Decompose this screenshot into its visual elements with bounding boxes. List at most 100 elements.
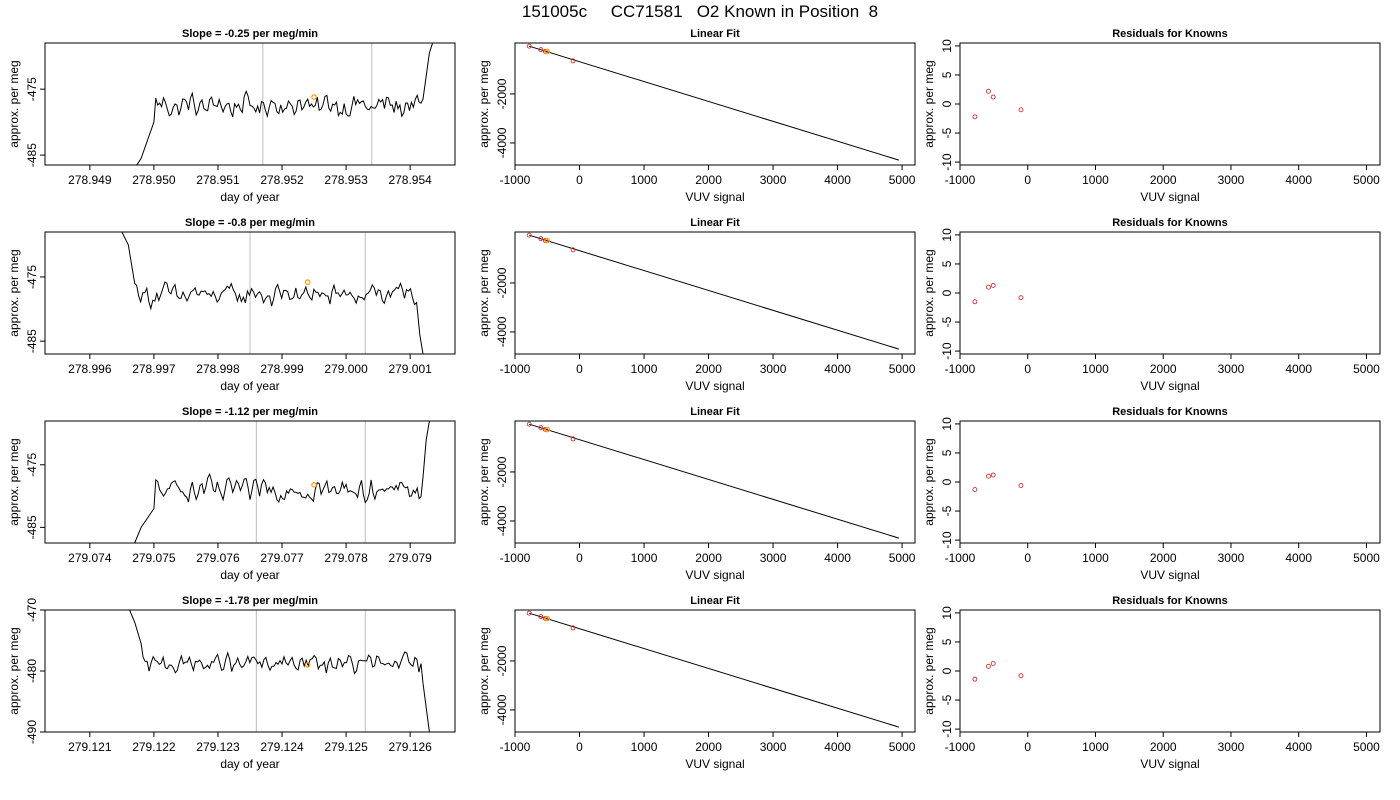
data-point [526,421,532,427]
x-tick-label: 279.124 [260,740,304,754]
y-tick-label: 0 [940,289,954,296]
y-axis-label: approx. per meg [7,249,21,336]
x-axis-label: VUV signal [1140,190,1199,204]
x-tick-label: 278.951 [196,173,240,187]
highlight-point [544,426,551,433]
panel-title: Residuals for Knowns [1112,406,1228,418]
y-tick-label: -10 [940,342,954,360]
x-tick-label: 1000 [1082,740,1109,754]
y-tick-label: -475 [25,77,39,101]
y-axis-label: approx. per meg [477,438,491,525]
highlight-point [544,615,551,622]
x-tick-label: 278.996 [68,362,112,376]
x-tick-label: 279.077 [260,551,304,565]
y-tick-label: -475 [25,452,39,476]
x-tick-label: 2000 [1150,740,1177,754]
highlight-point [311,94,317,100]
x-tick-label: 2000 [695,173,722,187]
x-axis-label: VUV signal [685,379,744,393]
data-point [986,473,991,479]
y-tick-label: 10 [940,606,954,620]
plot-area [526,610,900,728]
x-tick-label: -1000 [945,173,976,187]
data-point [986,88,991,94]
y-tick-label: -470 [25,598,39,622]
y-tick-label: 0 [940,100,954,107]
y-tick-label: -10 [940,531,954,549]
panel-3-row-4: Residuals for Knowns -1000 0 1000 2000 3000 40… [922,595,1381,771]
series-line [129,610,430,732]
x-tick-label: 4000 [824,362,851,376]
plot-frame [44,609,456,733]
data-point [526,43,532,49]
y-tick-label: 0 [940,478,954,485]
x-tick-label: 2000 [1150,362,1177,376]
y-tick-label: -10 [940,153,954,171]
x-tick-label: 2000 [1150,173,1177,187]
y-tick-label: -4000 [495,316,509,347]
y-tick-label: 5 [940,638,954,645]
y-tick-label: -4000 [495,694,509,725]
y-axis-label: approx. per meg [922,627,936,714]
y-tick-label: -5 [940,316,954,327]
data-point [538,614,544,620]
data-point [990,282,996,288]
y-axis-label: approx. per meg [477,627,491,714]
x-tick-label: 2000 [695,740,722,754]
y-tick-label: -4000 [495,127,509,158]
data-point [1018,107,1024,113]
x-tick-label: 3000 [760,173,787,187]
x-tick-label: 2000 [695,362,722,376]
panel-title: Slope = -0.8 per meg/min [185,217,315,229]
y-axis-label: approx. per meg [922,438,936,525]
plot-area [129,610,430,732]
x-tick-label: 278.997 [132,362,176,376]
x-tick-label: 3000 [760,740,787,754]
x-tick-label: 0 [1024,173,1031,187]
y-axis-label: approx. per meg [922,249,936,336]
fit-line [529,234,900,350]
panel-1-row-3: Slope = -1.12 per meg/min 279.074 279.075 2… [7,406,456,582]
data-point [538,47,544,53]
y-tick-label: -480 [25,659,39,683]
series-line [136,43,434,165]
y-axis-label: approx. per meg [477,249,491,336]
x-tick-label: 279.122 [132,740,176,754]
x-tick-label: 1000 [1082,173,1109,187]
x-tick-label: 5000 [1353,362,1380,376]
data-point [1018,483,1024,488]
y-axis-label: approx. per meg [7,60,21,147]
plot-area [136,43,434,165]
fit-line [529,45,900,161]
fit-line [529,612,900,728]
x-tick-label: 0 [1024,362,1031,376]
panel-title: Residuals for Knowns [1112,28,1228,40]
data-point [972,676,978,682]
panel-3-row-3: Residuals for Knowns -1000 0 1000 2000 3000 40… [922,406,1381,582]
x-tick-label: 279.079 [388,551,432,565]
plot-area [526,43,900,161]
x-tick-label: -1000 [500,173,531,187]
series-line [121,232,424,354]
data-point [570,436,576,442]
x-tick-label: -1000 [945,551,976,565]
x-tick-label: 278.999 [260,362,304,376]
y-tick-label: -5 [940,127,954,138]
y-tick-label: -2000 [495,267,509,298]
y-tick-label: 5 [940,260,954,267]
y-tick-label: -2000 [495,456,509,487]
x-tick-label: 278.953 [324,173,368,187]
y-tick-label: -490 [25,720,39,744]
plot-area [526,232,900,350]
panel-2-row-1: Linear Fit -1000 0 1000 2000 3000 4000 5000 -200… [477,28,916,204]
x-axis-label: VUV signal [1140,757,1199,771]
x-tick-label: 3000 [1218,551,1245,565]
x-tick-label: 4000 [824,551,851,565]
y-tick-label: -5 [940,505,954,516]
plot-frame [514,231,916,355]
x-tick-label: 5000 [1353,740,1380,754]
x-tick-label: 5000 [889,362,916,376]
panel-title: Linear Fit [690,217,740,229]
y-axis-label: approx. per meg [477,60,491,147]
data-point [990,660,996,666]
